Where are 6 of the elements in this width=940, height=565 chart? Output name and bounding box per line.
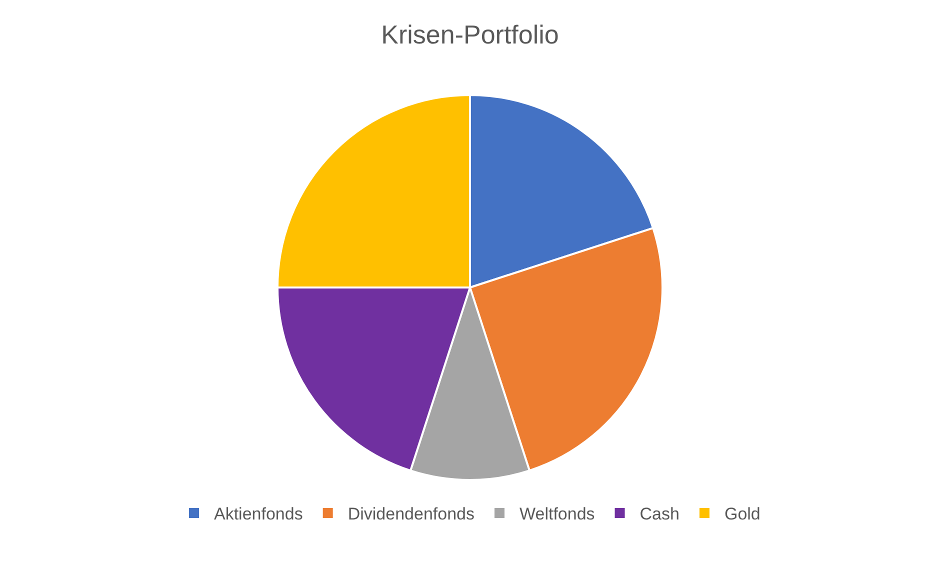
chart-title: Krisen-Portfolio bbox=[381, 20, 559, 50]
legend-label: Weltfonds bbox=[520, 504, 595, 524]
legend-label: Gold bbox=[724, 504, 760, 524]
legend-label: Cash bbox=[640, 504, 680, 524]
legend-label: Dividendenfonds bbox=[348, 504, 474, 524]
legend-label: Aktienfonds bbox=[214, 504, 303, 524]
